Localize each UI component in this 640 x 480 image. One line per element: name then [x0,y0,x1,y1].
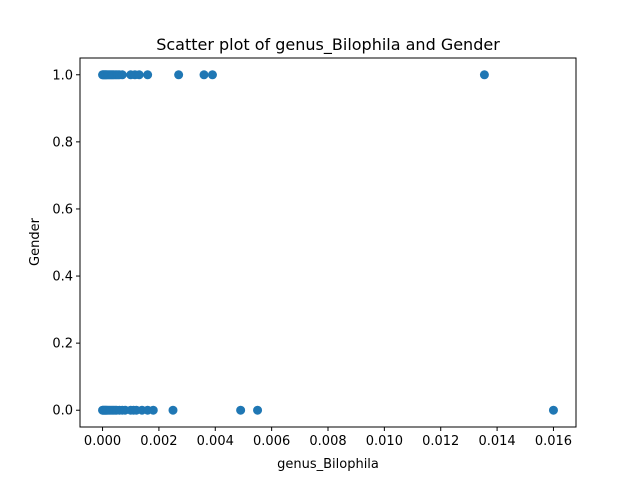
data-point [148,405,158,415]
data-point [236,405,246,415]
plot-frame [79,57,577,428]
x-tick-label: 0.000 [84,434,121,449]
x-tick-label: 0.002 [140,434,177,449]
y-tick-label: 0.8 [52,135,73,150]
data-point [143,70,153,80]
x-axis: 0.000 0.002 0.004 0.006 0.008 0.010 0.012 0.014… [84,427,572,449]
x-tick-label: 0.010 [366,434,403,449]
data-point [199,70,209,80]
data-point [253,405,263,415]
y-tick-label: 0.2 [52,337,73,352]
y-axis-label: Gender [28,217,43,266]
x-tick-label: 0.016 [535,434,572,449]
y-tick-label: 0.6 [52,202,73,217]
y-tick-label: 1.0 [52,68,73,83]
data-point [117,70,127,80]
y-tick-label: 0.4 [52,270,73,285]
data-point [548,405,558,415]
data-point [168,405,178,415]
x-tick-label: 0.006 [253,434,290,449]
x-tick-label: 0.008 [309,434,346,449]
data-points [98,70,558,415]
data-point [174,70,184,80]
y-tick-label: 0.0 [52,404,73,419]
x-tick-label: 0.012 [422,434,459,449]
data-point [134,70,144,80]
x-tick-label: 0.004 [197,434,234,449]
y-axis: 0.0 0.2 0.4 0.6 0.8 1.0 [52,68,80,419]
data-point [479,70,489,80]
data-point [207,70,217,80]
chart-title: Scatter plot of genus_Bilophila and Gend… [156,35,500,55]
x-tick-label: 0.014 [478,434,515,449]
x-axis-label: genus_Bilophila [277,457,379,472]
